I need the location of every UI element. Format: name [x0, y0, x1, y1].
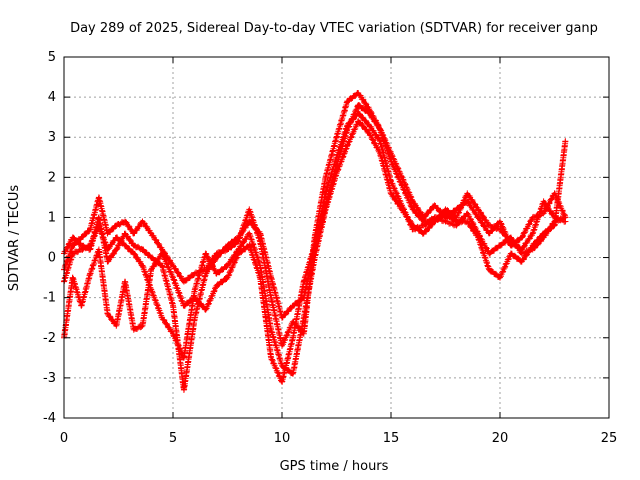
axis-ticks: 0 5 10 15 20 25 -4 -3 -2 -1 0 1 2 3 4 5	[43, 50, 617, 446]
plot-frame	[63, 56, 610, 419]
chart-title: Day 289 of 2025, Sidereal Day-to-day VTE…	[70, 21, 598, 36]
x-tick-label: 5	[169, 431, 177, 446]
y-tick-label: -1	[43, 291, 56, 306]
y-tick-label: -4	[43, 411, 56, 426]
x-tick-label: 20	[492, 431, 509, 446]
y-tick-label: 0	[48, 251, 56, 266]
x-tick-label: 10	[274, 431, 291, 446]
y-tick-label: 5	[48, 50, 56, 65]
y-tick-label: -2	[43, 331, 56, 346]
x-tick-label: 25	[601, 431, 618, 446]
x-tick-label: 0	[60, 431, 68, 446]
x-tick-label: 15	[383, 431, 400, 446]
y-axis-label: SDTVAR / TECUs	[7, 185, 22, 292]
y-tick-label: 2	[48, 170, 56, 185]
y-tick-label: 4	[48, 90, 56, 105]
x-axis-label: GPS time / hours	[280, 459, 389, 474]
y-tick-label: 1	[48, 210, 56, 225]
y-tick-label: 3	[48, 130, 56, 145]
y-tick-label: -3	[43, 371, 56, 386]
